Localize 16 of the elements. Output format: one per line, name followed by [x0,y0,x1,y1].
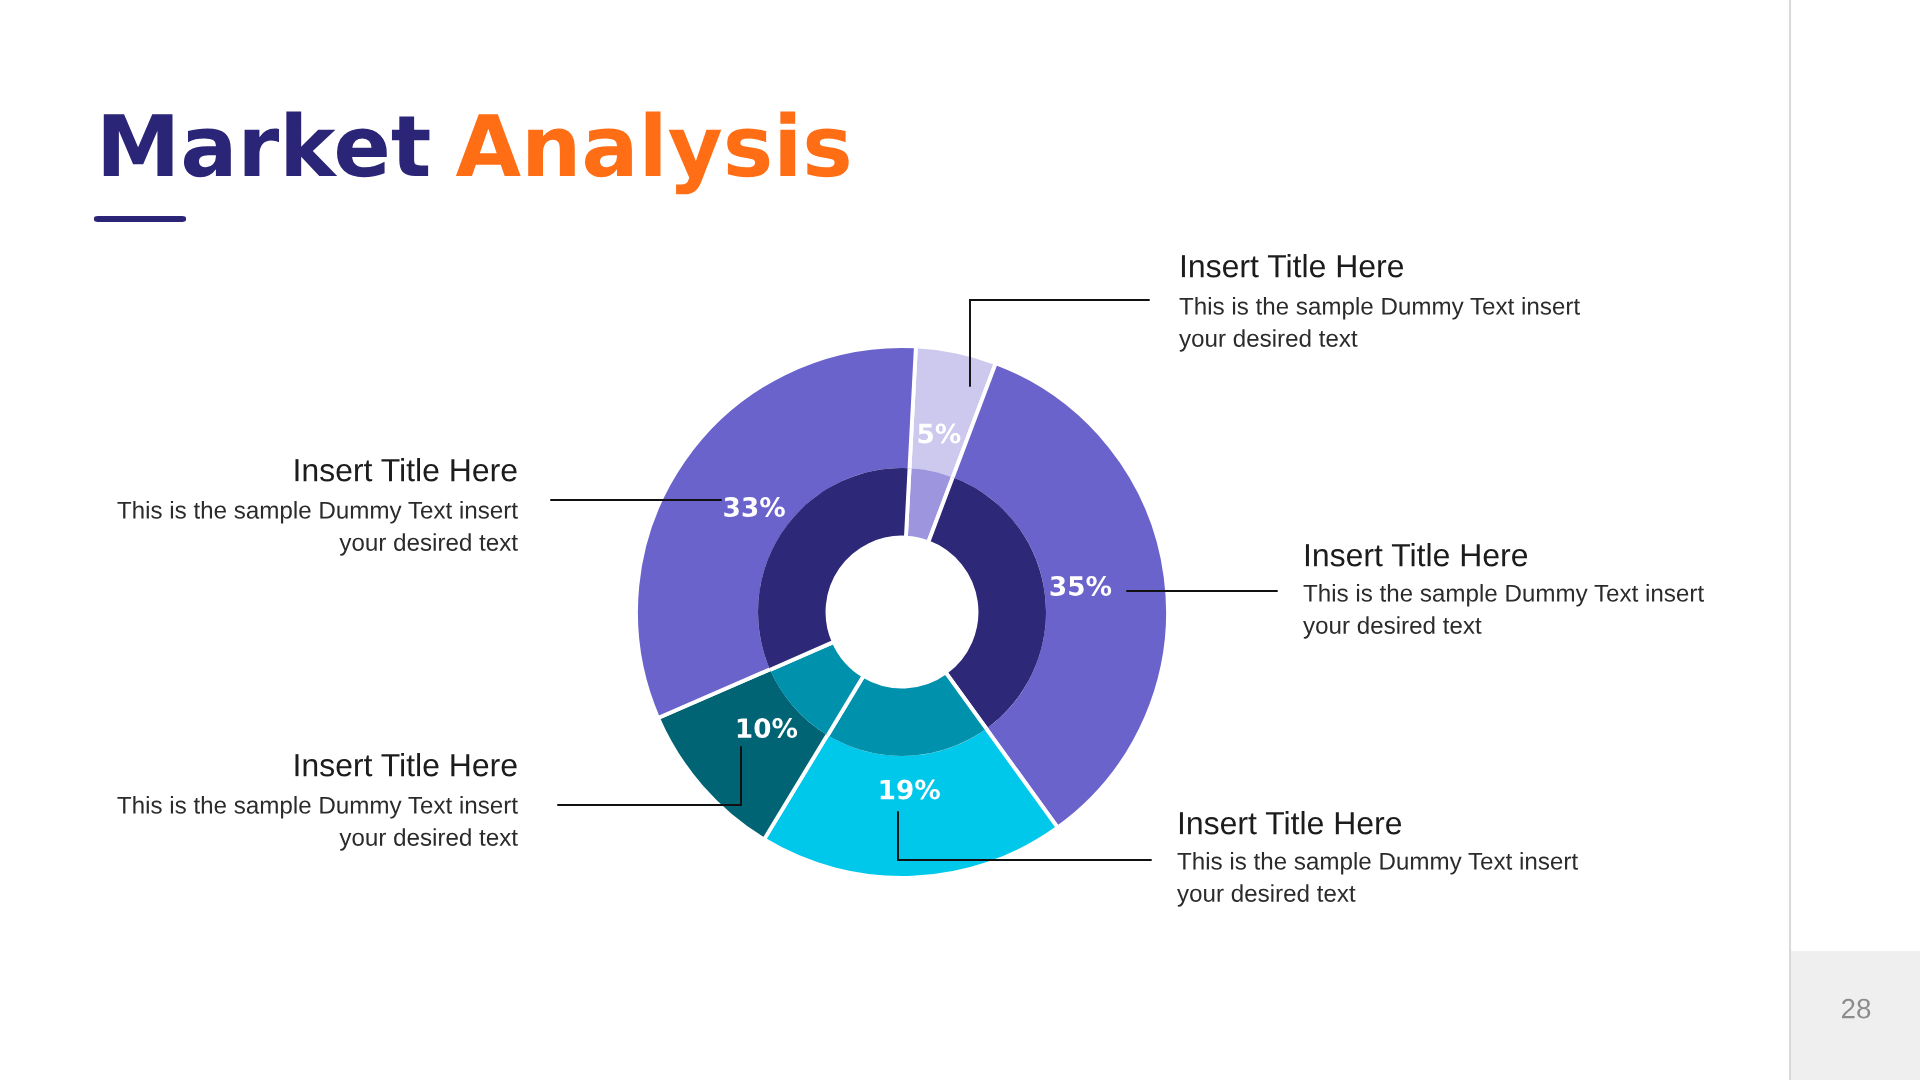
text: This is the sample Dummy Text insert your desired text [117,501,518,556]
data-label: 35% [1050,575,1112,596]
text: This is the sample Dummy Text insert your desired text [1303,584,1704,639]
text: Insert Title Here [295,753,517,777]
text: This is the sample Dummy Text insert your desired text [117,796,518,851]
text: This is the sample Dummy Text insert your desired text [1177,852,1578,907]
text: Insert Title Here [1179,811,1402,835]
data-label: 10% [737,718,798,739]
data-label: 19% [880,779,940,800]
text: Insert Title Here [1305,543,1528,567]
chart-title: Market Analysis [103,111,849,195]
text: 28 [1841,998,1871,1019]
data-label: 33% [724,497,785,518]
text: Insert Title Here [295,458,517,482]
text: Insert Title Here [1181,254,1404,278]
text: This is the sample Dummy Text insert your desired text [1179,297,1580,352]
